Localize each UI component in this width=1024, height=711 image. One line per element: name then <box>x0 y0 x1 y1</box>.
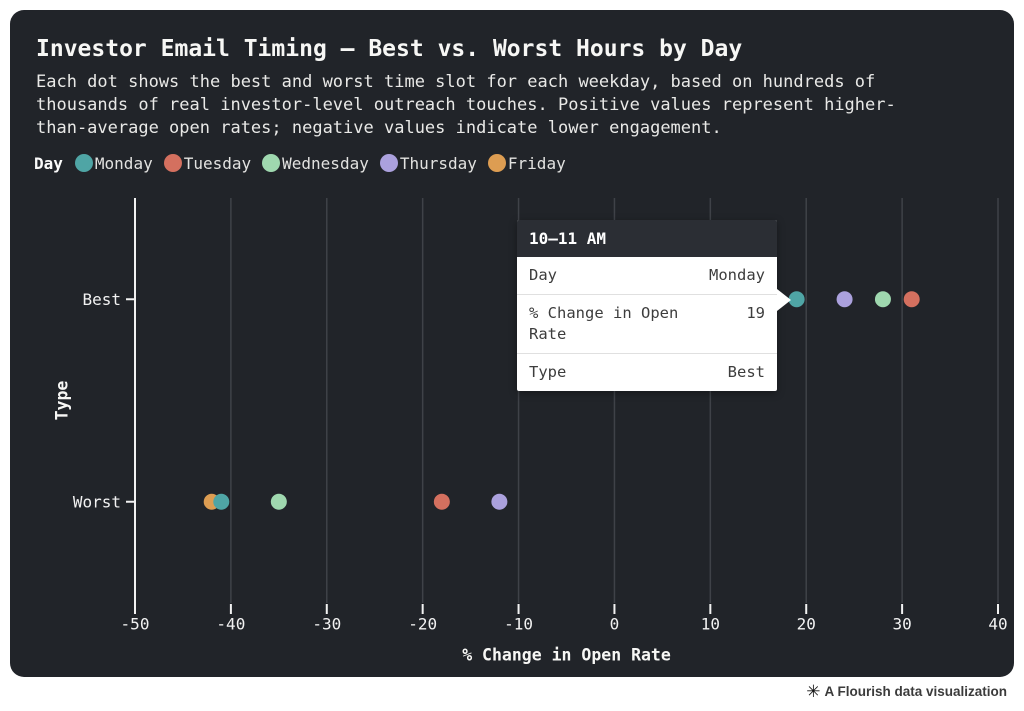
tooltip-header: 10–11 AM <box>517 220 777 257</box>
x-axis-title: % Change in Open Rate <box>462 646 671 665</box>
attribution[interactable]: ✳ A Flourish data visualization <box>806 681 1007 701</box>
tooltip-row-value: 19 <box>746 304 765 322</box>
legend-item-tuesday[interactable]: Tuesday <box>163 153 252 173</box>
tooltip: 10–11 AM Day Monday % Change in Open Rat… <box>517 220 791 391</box>
chart-card: Investor Email Timing – Best vs. Worst H… <box>10 10 1014 677</box>
legend-item-label: Tuesday <box>183 153 252 173</box>
dot-tuesday-worst[interactable] <box>433 493 450 510</box>
y-axis-title: Type <box>53 381 72 421</box>
legend-title: Day <box>34 153 63 173</box>
legend-swatch-friday-icon <box>487 154 506 172</box>
tooltip-row-value: Monday <box>709 266 765 284</box>
x-tick-label: 30 <box>892 615 911 634</box>
chart-subtitle: Each dot shows the best and worst time s… <box>36 72 896 138</box>
attribution-text: A Flourish data visualization <box>824 683 1007 699</box>
flourish-logo-icon: ✳ <box>806 681 821 701</box>
legend-item-friday[interactable]: Friday <box>487 153 566 173</box>
x-tick-label: -40 <box>216 615 245 634</box>
y-tick-label-best: Best <box>82 290 121 309</box>
tooltip-arrow-icon <box>777 289 791 311</box>
legend-swatch-wednesday-icon <box>262 154 281 172</box>
scatter-plot: -50 -40 -30 -20 -10 0 10 20 30 40 Best Worst % Chang… <box>53 198 1008 665</box>
legend-item-label: Thursday <box>399 153 477 173</box>
dot-monday-best[interactable] <box>788 291 805 308</box>
legend-item-thursday[interactable]: Thursday <box>379 153 477 173</box>
legend-item-label: Wednesday <box>282 153 369 173</box>
legend-item-wednesday[interactable]: Wednesday <box>262 154 369 173</box>
legend-item-monday[interactable]: Monday <box>74 153 153 173</box>
legend: Day Monday Tuesday Wednesday Thursday Fr… <box>34 153 566 173</box>
tooltip-row-label: Type <box>529 363 567 381</box>
x-tick-label: -20 <box>408 615 437 634</box>
tooltip-row-change: % Change in Open Rate 19 <box>517 294 777 353</box>
tooltip-row-day: Day Monday <box>517 257 777 294</box>
x-tick-label: 10 <box>701 615 720 634</box>
tooltip-row-type: Type Best <box>517 353 777 391</box>
dot-thursday-best[interactable] <box>836 291 853 308</box>
x-tick-label: -50 <box>121 615 150 634</box>
dot-thursday-worst[interactable] <box>491 493 508 510</box>
x-tick-label: -30 <box>312 615 341 634</box>
legend-swatch-monday-icon <box>74 154 93 172</box>
legend-swatch-tuesday-icon <box>163 154 182 172</box>
x-tick-label: -10 <box>504 615 533 634</box>
x-tick-label: 20 <box>797 615 816 634</box>
legend-item-label: Friday <box>507 153 566 173</box>
y-tick-label-worst: Worst <box>73 492 121 511</box>
tooltip-row-label: Day <box>529 266 557 284</box>
x-tick-label: 40 <box>988 615 1007 634</box>
tooltip-row-label: % Change in Open Rate <box>529 304 679 343</box>
dot-wednesday-worst[interactable] <box>270 493 287 510</box>
legend-swatch-thursday-icon <box>379 154 398 172</box>
x-tick-label: 0 <box>610 615 620 634</box>
dot-wednesday-best[interactable] <box>874 291 891 308</box>
chart-title: Investor Email Timing – Best vs. Worst H… <box>36 36 743 62</box>
legend-item-label: Monday <box>94 153 153 173</box>
tooltip-row-value: Best <box>727 363 765 381</box>
dot-monday-worst[interactable] <box>213 493 230 510</box>
dot-tuesday-best[interactable] <box>903 291 920 308</box>
